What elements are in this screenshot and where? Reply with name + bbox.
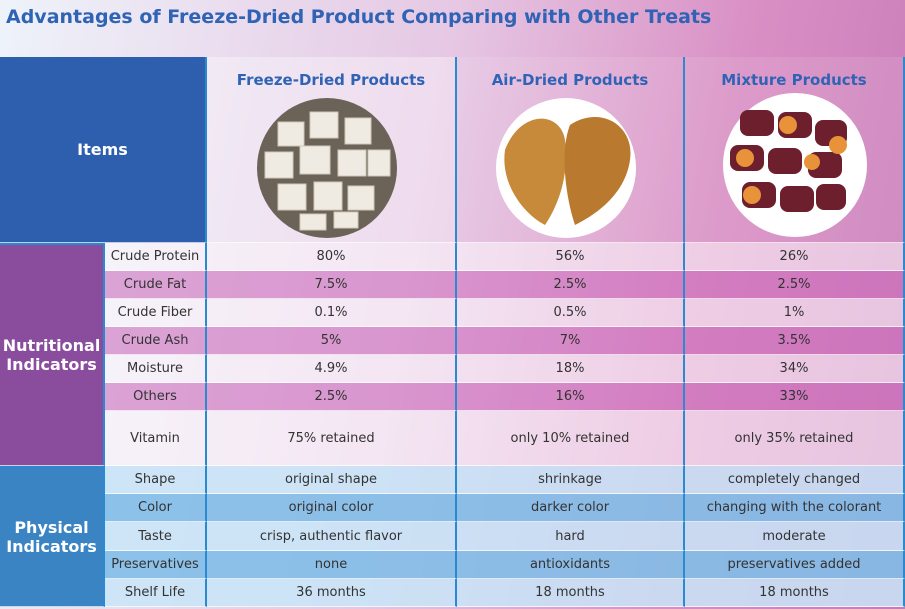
value-cell: 16% [457,383,685,411]
value-cell: 75% retained [207,411,457,466]
row-label: Crude Ash [105,327,207,355]
row-label: Shape [105,466,207,494]
group-label: Nutritional Indicators [0,243,105,466]
value-cell: original shape [207,466,457,494]
row-label: Shelf Life [105,579,207,607]
value-cell: 36 months [207,579,457,607]
value-cell: moderate [685,522,905,551]
value-cell: 2.5% [207,383,457,411]
row-label: Taste [105,522,207,551]
row-label: Crude Fiber [105,299,207,327]
value-cell: antioxidants [457,551,685,579]
value-cell: 18% [457,355,685,383]
value-cell: 0.1% [207,299,457,327]
value-cell: completely changed [685,466,905,494]
row-label: Crude Protein [105,243,207,271]
value-cell: 2.5% [457,271,685,299]
value-cell: 56% [457,243,685,271]
value-cell: 3.5% [685,327,905,355]
row-label: Color [105,494,207,522]
value-cell: darker color [457,494,685,522]
row-label: Others [105,383,207,411]
value-cell: changing with the colorant [685,494,905,522]
row-label: Moisture [105,355,207,383]
value-cell: preservatives added [685,551,905,579]
value-cell: 0.5% [457,299,685,327]
row-label: Preservatives [105,551,207,579]
row-label: Vitamin [105,411,207,466]
column-header: Mixture Products [685,57,905,243]
value-cell: only 35% retained [685,411,905,466]
value-cell: shrinkage [457,466,685,494]
value-cell: only 10% retained [457,411,685,466]
value-cell: 18 months [685,579,905,607]
value-cell: crisp, authentic flavor [207,522,457,551]
value-cell: 5% [207,327,457,355]
value-cell: 34% [685,355,905,383]
value-cell: 80% [207,243,457,271]
row-label: Crude Fat [105,271,207,299]
value-cell: 7.5% [207,271,457,299]
value-cell: 18 months [457,579,685,607]
value-cell: none [207,551,457,579]
column-header: Air-Dried Products [457,57,685,243]
title: Advantages of Freeze-Dried Product Compa… [6,6,712,28]
value-cell: 1% [685,299,905,327]
value-cell: original color [207,494,457,522]
group-label: Physical Indicators [0,466,105,607]
column-header: Freeze-Dried Products [207,57,457,243]
value-cell: hard [457,522,685,551]
items-header: Items [0,57,207,243]
value-cell: 26% [685,243,905,271]
value-cell: 4.9% [207,355,457,383]
value-cell: 7% [457,327,685,355]
value-cell: 2.5% [685,271,905,299]
value-cell: 33% [685,383,905,411]
